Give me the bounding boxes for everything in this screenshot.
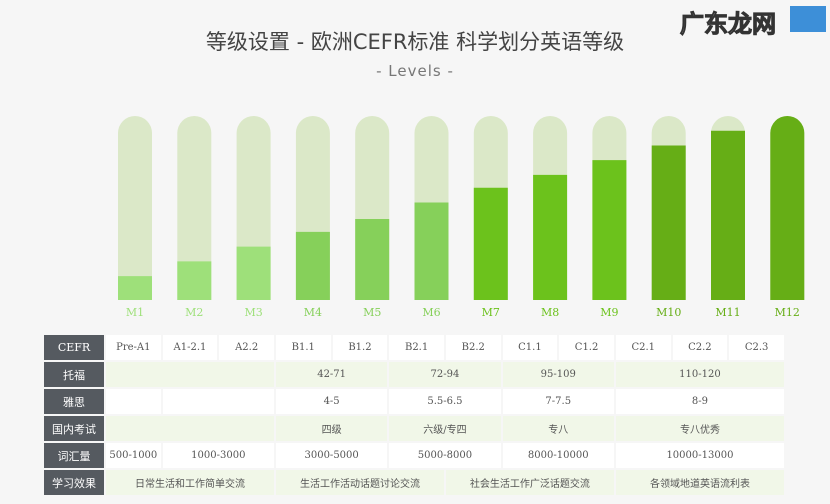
bar-M6: [414, 202, 449, 300]
table-cell: 3000-5000: [275, 443, 388, 468]
table-cell: 社会生活工作广泛话题交流: [445, 470, 614, 495]
row-header: 国内考试: [44, 416, 104, 441]
row-header: 托福: [44, 362, 104, 387]
table-cell: 专八优秀: [615, 416, 784, 441]
table-row: 国内考试 四级 六级/专四 专八 专八优秀: [44, 416, 784, 441]
table-cell: A2.2: [219, 335, 274, 360]
table-cell: B2.1: [389, 335, 444, 360]
table-cell: C1.1: [502, 335, 558, 360]
x-tick-label: M12: [775, 306, 800, 319]
table-cell: C1.2: [559, 335, 614, 360]
row-header: CEFR: [44, 335, 104, 360]
table-row: CEFR Pre-A1 A1-2.1 A2.2 B1.1 B1.2 B2.1 B2.2 C1.1…: [44, 335, 784, 360]
levels-bar-chart: M1 M2 M3 M4 M5 M6 M7 M8 M9 M10 M11 M12: [118, 116, 805, 319]
x-tick-label: M7: [482, 306, 500, 319]
x-tick-label: M5: [363, 306, 381, 319]
table-cell: 95-109: [502, 362, 614, 387]
page-title: 等级设置 - 欧洲CEFR标准 科学划分英语等级: [205, 30, 625, 54]
table-cell: 四级: [275, 416, 388, 441]
bar-M12: [770, 116, 805, 300]
table-cell: 生活工作活动话题讨论交流: [275, 470, 444, 495]
table-cell: C2.3: [729, 335, 784, 360]
table-cell: C2.2: [672, 335, 728, 360]
table-cell: [106, 389, 161, 414]
bar-M1: [118, 276, 152, 300]
x-tick-label: M2: [185, 306, 203, 319]
table-cell: [106, 362, 274, 387]
table-cell: C2.1: [615, 335, 671, 360]
table-row: 词汇量 500-1000 1000-3000 3000-5000 5000-8000 80…: [44, 443, 784, 468]
table-cell: 42-71: [275, 362, 388, 387]
table-cell: 5000-8000: [389, 443, 501, 468]
table-row: 学习效果 日常生活和工作简单交流 生活工作活动话题讨论交流 社会生活工作广泛话题交流各…: [44, 470, 784, 495]
table-cell: 专八: [502, 416, 614, 441]
table-cell: [162, 389, 274, 414]
x-tick-label: M8: [541, 306, 559, 319]
table-cell: B1.1: [275, 335, 331, 360]
x-tick-label: M9: [600, 306, 618, 319]
table-cell: A1-2.1: [162, 335, 218, 360]
bar-M9: [592, 160, 627, 300]
table-cell: 5.5-6.5: [389, 389, 501, 414]
bar-M3: [236, 246, 271, 300]
bar-M11: [711, 130, 745, 300]
table-cell: 1000-3000: [162, 443, 274, 468]
table-cell: 7-7.5: [502, 389, 614, 414]
x-tick-label: M6: [422, 306, 440, 319]
table-cell: 10000-13000: [615, 443, 784, 468]
x-tick-label: M1: [126, 306, 144, 319]
table-cell: Pre-A1: [106, 335, 161, 360]
table-cell: 8-9: [615, 389, 784, 414]
bar-track: [118, 116, 152, 300]
bar-M5: [355, 219, 390, 300]
table-cell: 六级/专四: [389, 416, 501, 441]
x-tick-label: M11: [715, 306, 740, 319]
table-cell: [106, 416, 274, 441]
x-tick-label: M4: [304, 306, 322, 319]
x-tick-label: M3: [244, 306, 262, 319]
row-header: 学习效果: [44, 470, 104, 495]
table-row: 雅思 4-5 5.5-6.5 7-7.5 8-9: [44, 389, 784, 414]
table-cell: B2.2: [445, 335, 501, 360]
table-cell: B1.2: [332, 335, 388, 360]
bar-M4: [295, 231, 330, 300]
row-header: 雅思: [44, 389, 104, 414]
watermark-logo: 广东龙网: [680, 10, 777, 39]
table-cell: 各领域地道英语流利表: [615, 470, 784, 495]
table-cell: 110-120: [615, 362, 784, 387]
x-tick-label: M10: [656, 306, 681, 319]
table-cell: 8000-10000: [502, 443, 614, 468]
bar-M8: [533, 174, 568, 300]
table-cell: 4-5: [275, 389, 388, 414]
bar-M7: [473, 187, 508, 300]
table-row: 托福 42-71 72-94 95-109 110-120: [44, 362, 784, 387]
bar-M2: [177, 261, 212, 300]
table-cell: 日常生活和工作简单交流: [106, 470, 274, 495]
bar-M10: [651, 145, 686, 300]
bar-track: [177, 116, 212, 300]
table-cell: 500-1000: [106, 443, 161, 468]
table-cell: 72-94: [389, 362, 501, 387]
levels-table: CEFR Pre-A1 A1-2.1 A2.2 B1.1 B1.2 B2.1 B2.2 C1.1…: [42, 333, 786, 497]
watermark-badge: [790, 6, 826, 32]
row-header: 词汇量: [44, 443, 104, 468]
page-subtitle: - Levels -: [376, 62, 454, 80]
